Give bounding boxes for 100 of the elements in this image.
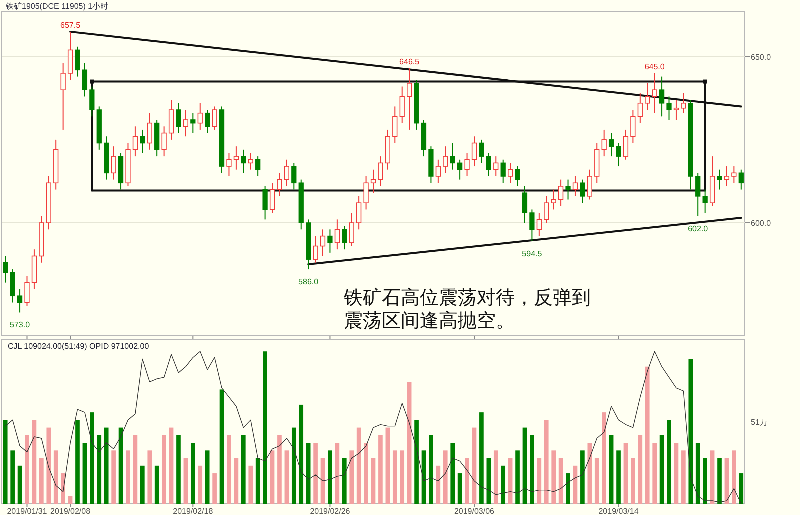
bar — [580, 450, 585, 504]
bar — [299, 404, 304, 504]
bar — [40, 458, 44, 504]
x-tick-label: 2019/03/14 — [598, 507, 640, 515]
bar — [645, 366, 650, 504]
candlestick — [277, 172, 282, 197]
bar — [3, 420, 8, 504]
candlestick — [602, 129, 607, 158]
bar — [392, 450, 398, 504]
candlestick — [674, 100, 680, 120]
bar — [544, 420, 549, 504]
bar — [530, 435, 534, 504]
bar — [97, 435, 102, 504]
candlestick — [738, 169, 744, 190]
candlestick — [443, 146, 448, 174]
bar — [724, 458, 730, 504]
bar — [133, 435, 138, 504]
candlestick — [270, 182, 276, 214]
candlestick — [256, 156, 261, 177]
bar — [154, 466, 160, 504]
bar — [429, 435, 434, 504]
bar — [118, 428, 124, 504]
bar — [364, 443, 368, 504]
candlestick — [313, 236, 318, 264]
bar — [10, 450, 15, 504]
candlestick — [111, 146, 116, 180]
candlestick — [696, 172, 701, 217]
annotation: 602.0 — [688, 224, 709, 234]
candlestick — [90, 86, 95, 118]
bar — [558, 458, 564, 504]
candlestick — [464, 152, 470, 177]
bar — [667, 420, 672, 504]
bar — [602, 412, 606, 504]
bar — [407, 382, 412, 504]
bar — [126, 450, 130, 504]
candlestick — [392, 106, 398, 144]
candlestick — [292, 162, 297, 190]
bar — [624, 443, 628, 504]
bar — [270, 450, 275, 504]
bar — [68, 496, 73, 504]
candlestick — [659, 76, 665, 118]
candlestick — [320, 229, 326, 257]
bar — [443, 450, 448, 504]
bar — [414, 420, 419, 504]
candlestick — [623, 129, 629, 160]
bar — [61, 474, 66, 504]
candlestick — [580, 179, 586, 204]
candlestick — [587, 169, 592, 200]
annotation: 586.0 — [298, 278, 320, 287]
candlestick — [328, 229, 333, 254]
candlestick — [284, 159, 290, 187]
bar — [573, 466, 578, 504]
bar — [588, 443, 592, 504]
candlestick — [407, 68, 412, 130]
x-tick-label: 2019/02/08 — [50, 507, 92, 515]
candlestick — [681, 92, 686, 114]
bar — [76, 420, 80, 504]
candlestick — [370, 169, 376, 194]
candlestick — [234, 146, 240, 170]
bar — [335, 443, 340, 504]
bar — [616, 450, 621, 504]
bar — [104, 428, 109, 504]
bar — [32, 420, 37, 504]
bar — [472, 428, 477, 504]
candlestick — [132, 126, 138, 158]
bar — [703, 458, 708, 504]
bar — [436, 466, 441, 504]
bar — [241, 435, 246, 504]
candlestick — [436, 159, 441, 184]
bar — [212, 474, 217, 504]
candlestick — [205, 110, 210, 134]
annotation: 657.5 — [60, 20, 82, 30]
bar — [18, 466, 22, 504]
candlestick — [630, 110, 636, 144]
candlestick — [10, 269, 16, 304]
candlestick — [183, 110, 189, 138]
bar — [386, 428, 390, 504]
bar — [176, 435, 181, 504]
bar — [594, 458, 600, 504]
bar — [90, 412, 94, 504]
x-tick-label: 2019/02/18 — [173, 507, 214, 515]
candlestick — [530, 209, 535, 242]
candlestick — [68, 31, 74, 81]
candlestick — [241, 149, 246, 174]
bar — [710, 450, 715, 504]
bar — [660, 435, 664, 504]
bar — [674, 443, 679, 504]
annotation: 594.5 — [522, 249, 543, 258]
bar — [522, 428, 528, 504]
bar — [566, 474, 570, 504]
bar — [371, 458, 376, 504]
bar — [486, 458, 492, 504]
bar — [688, 359, 694, 504]
bar — [328, 450, 332, 504]
candlestick — [176, 102, 182, 134]
candlestick — [638, 92, 643, 124]
x-tick-label: 2019/01/31 — [7, 507, 48, 515]
bar — [718, 458, 722, 504]
chart-title: 铁矿1905(DCE 11905) 1小时 — [5, 2, 109, 11]
bar — [552, 450, 556, 504]
